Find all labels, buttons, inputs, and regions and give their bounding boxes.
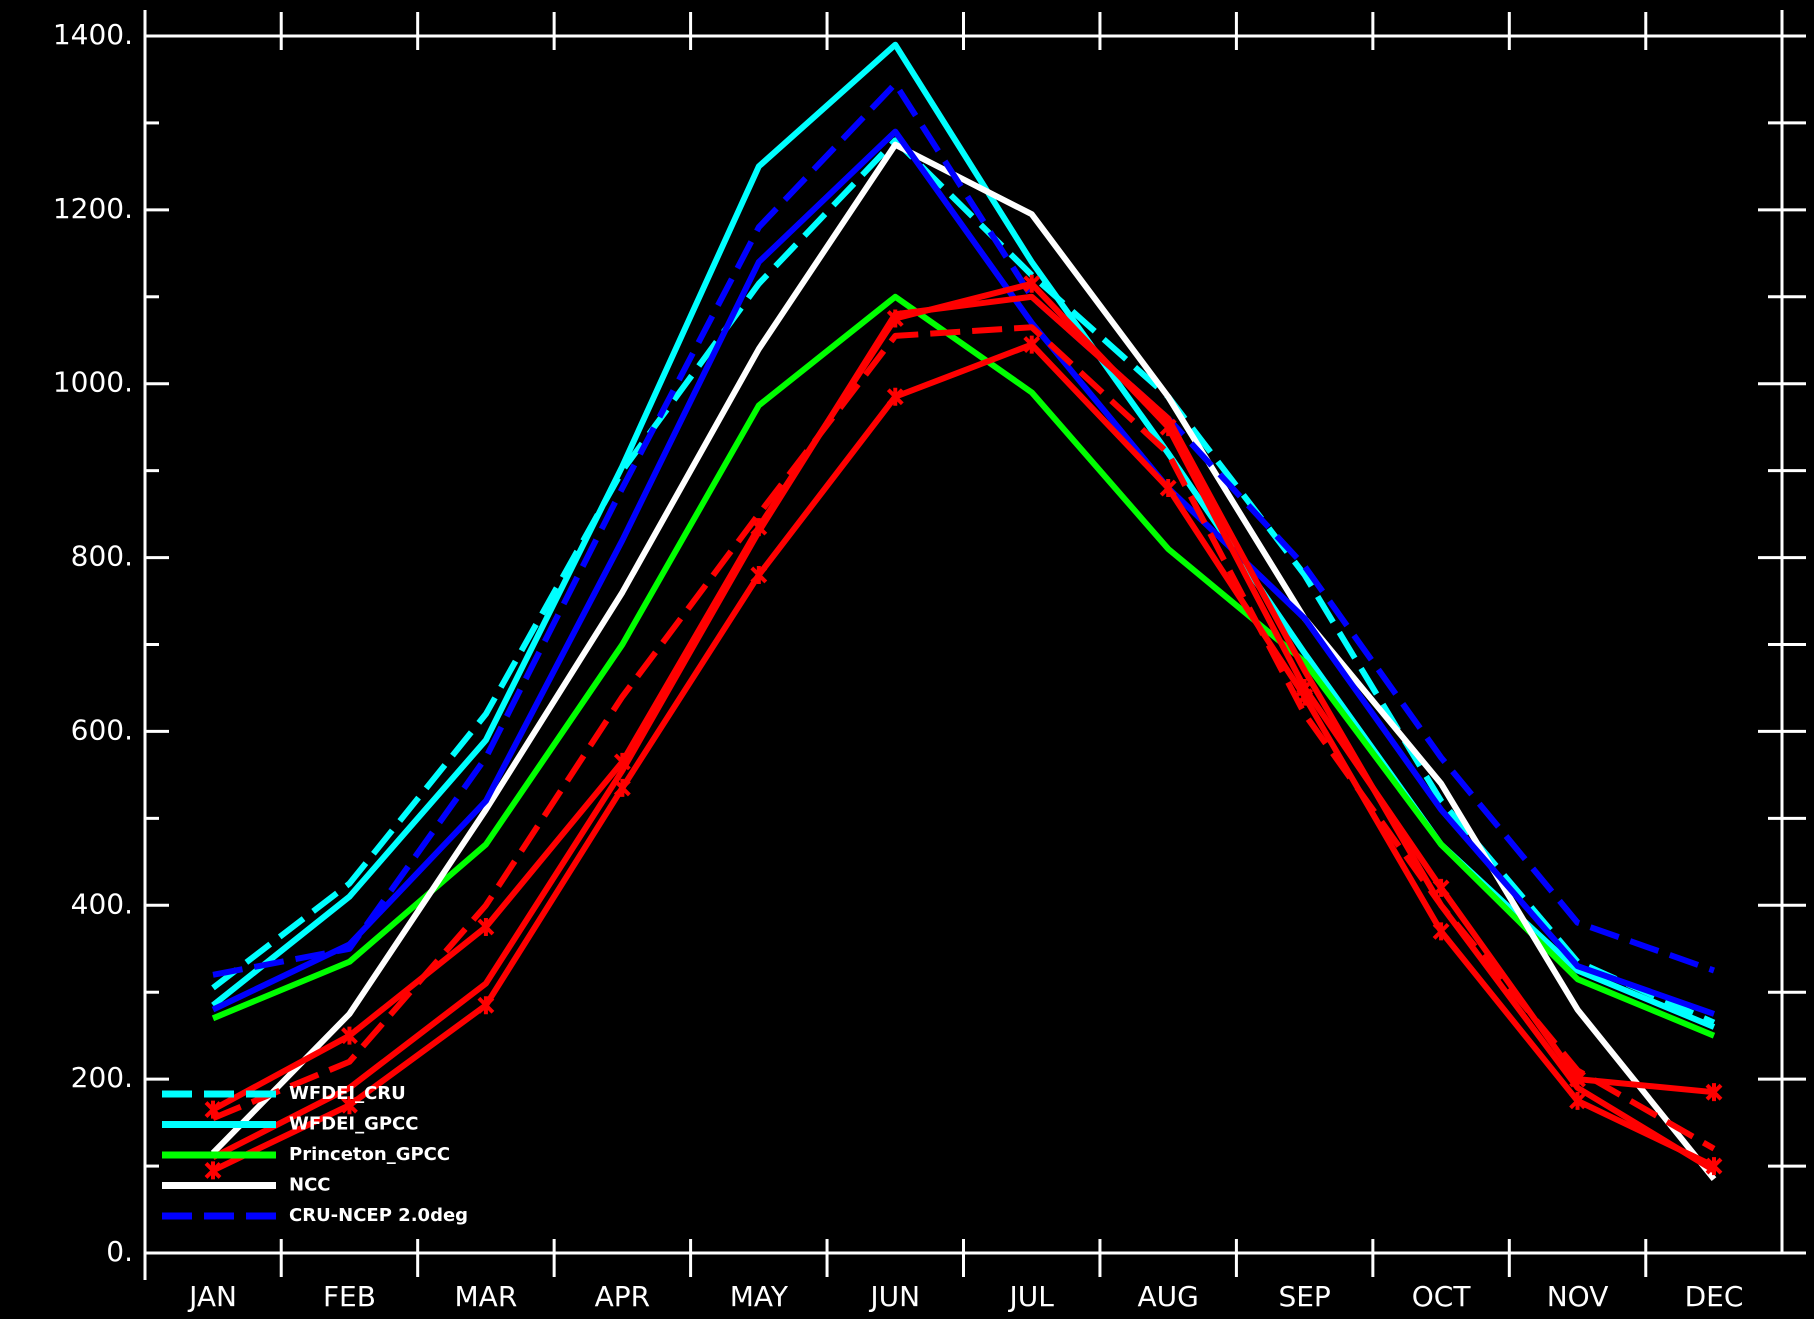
y-tick-label: 1000. [53, 366, 133, 399]
series-marker [886, 387, 904, 406]
y-tick-label: 0. [106, 1235, 133, 1268]
series-marker [750, 565, 768, 584]
y-tick-label: 1200. [53, 192, 133, 225]
series-line [211, 137, 1716, 1026]
y-tick-label: 800. [71, 540, 133, 573]
y-tick-label: 400. [71, 887, 133, 920]
series-marker [1569, 1091, 1586, 1110]
series-line [211, 293, 1716, 1173]
x-tick-label: MAR [455, 1280, 518, 1313]
series-line [211, 280, 1715, 1113]
series-marker [341, 1096, 358, 1115]
series-line [211, 293, 1716, 1039]
x-tick-label: JUN [868, 1280, 920, 1313]
x-tick-label: FEB [323, 1280, 376, 1313]
series-marker [477, 918, 495, 937]
series-line [211, 341, 1716, 1174]
legend-label: NCC [289, 1175, 330, 1196]
y-tick-label: 200. [71, 1061, 133, 1094]
x-tick-label: AUG [1138, 1280, 1199, 1313]
series-marker [1023, 274, 1041, 293]
series-marker [341, 1026, 358, 1045]
series-marker [477, 996, 495, 1015]
series-line [211, 324, 1716, 1152]
y-tick-label: 1400. [53, 18, 133, 51]
legend-label: WFDEI_CRU [289, 1083, 406, 1104]
x-tick-label: APR [595, 1280, 651, 1313]
legend-label: Princeton_GPCC [289, 1144, 450, 1165]
series-line [211, 128, 1715, 1017]
series-marker [1159, 479, 1177, 498]
series-line [210, 141, 1717, 1181]
x-tick-label: NOV [1547, 1280, 1609, 1313]
x-tick-label: MAY [730, 1280, 789, 1313]
legend-label: WFDEI_GPCC [289, 1114, 418, 1135]
x-tick-label: JAN [187, 1280, 237, 1313]
x-tick-label: SEP [1278, 1280, 1330, 1313]
series-marker [1296, 687, 1314, 706]
series-line [212, 80, 1715, 978]
series-marker [1705, 1083, 1723, 1102]
x-tick-label: DEC [1685, 1280, 1744, 1313]
y-tick-label: 600. [71, 713, 133, 746]
legend-label: CRU-NCEP 2.0deg [289, 1205, 468, 1226]
x-tick-label: JUL [1008, 1280, 1055, 1313]
x-tick-label: OCT [1412, 1280, 1472, 1313]
series-marker [204, 1161, 222, 1180]
series-marker [1023, 335, 1041, 354]
series-marker [1432, 922, 1450, 941]
